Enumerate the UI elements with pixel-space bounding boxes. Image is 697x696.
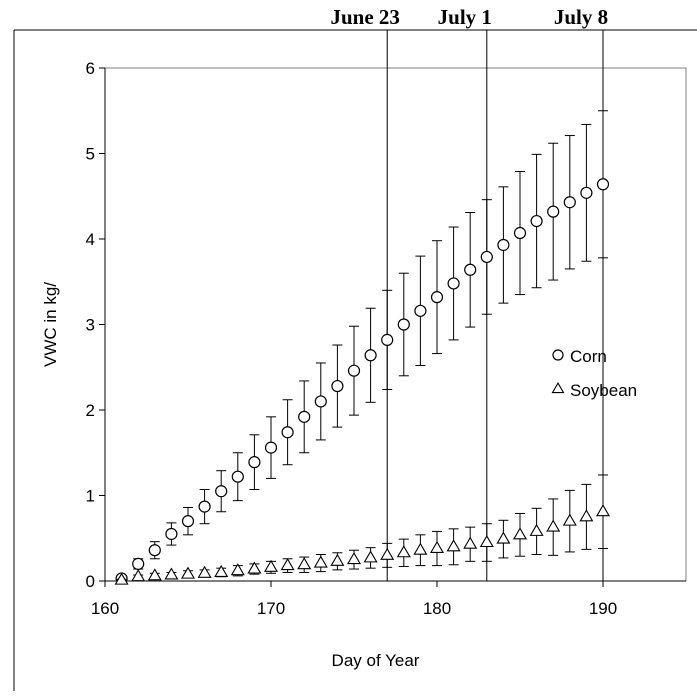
- soybean-point: [147, 568, 162, 581]
- corn-point: [530, 214, 543, 228]
- soybean-point: [180, 566, 196, 579]
- corn-point: [381, 333, 394, 346]
- soybean-point: [214, 564, 229, 577]
- soybean-point: [114, 572, 129, 585]
- y-tick-label: 6: [86, 59, 95, 78]
- soybean-point: [413, 542, 428, 555]
- corn-point: [181, 515, 195, 528]
- soybean-legend-marker: [551, 382, 565, 394]
- corn-point: [497, 238, 510, 252]
- x-axis-title: Day of Year: [332, 651, 420, 670]
- outer-frame: [13, 29, 697, 691]
- soybean-point: [131, 569, 146, 582]
- reference-line-label: July 8: [554, 5, 608, 29]
- x-tick-label: 190: [589, 599, 617, 618]
- y-tick-label: 2: [86, 401, 95, 420]
- corn-point: [132, 557, 145, 571]
- soybean-point: [346, 552, 362, 565]
- reference-line-label: June 23: [330, 5, 399, 29]
- corn-point: [596, 178, 610, 191]
- soybean-point: [297, 557, 312, 570]
- corn-point: [215, 485, 228, 498]
- y-tick-label: 5: [86, 145, 95, 164]
- corn-point: [364, 349, 377, 362]
- corn-point: [281, 426, 294, 439]
- y-tick-label: 3: [86, 316, 95, 335]
- soybean-point: [197, 565, 212, 578]
- corn-point: [314, 395, 327, 408]
- soybean-point: [463, 536, 478, 549]
- soybean-point: [529, 523, 544, 536]
- corn-point: [331, 379, 344, 393]
- corn-point: [397, 318, 410, 331]
- x-tick-label: 160: [91, 599, 119, 618]
- y-axis-title: VWC in kg/: [41, 282, 60, 367]
- corn-point: [264, 441, 278, 454]
- x-tick-label: 180: [423, 599, 451, 618]
- y-tick-label: 0: [86, 572, 95, 591]
- reference-lines: June 23 July 1 July 8: [330, 5, 608, 581]
- corn-point: [165, 527, 178, 541]
- soybean-point: [479, 534, 494, 548]
- soybean-point: [595, 504, 611, 517]
- corn-point: [347, 364, 361, 377]
- soybean-point: [429, 540, 445, 554]
- soybean-point: [546, 519, 561, 532]
- corn-point: [447, 277, 460, 290]
- soybean-legend-label: Soybean: [570, 381, 637, 400]
- soybean-point: [363, 550, 378, 563]
- soybean-point: [313, 555, 328, 568]
- corn-point: [513, 226, 527, 240]
- soybean-point: [247, 561, 262, 574]
- corn-point: [563, 196, 576, 209]
- corn-point: [547, 205, 560, 218]
- data-series: [114, 110, 611, 585]
- corn-point: [430, 291, 444, 304]
- soybean-point: [446, 539, 461, 552]
- soybean-point: [330, 553, 345, 566]
- y-tick-label: 4: [86, 230, 95, 249]
- corn-point: [414, 304, 427, 317]
- y-tick-label: 1: [86, 487, 95, 506]
- legend: Corn Soybean: [551, 347, 637, 400]
- soybean-point: [380, 547, 395, 560]
- soybean-point: [263, 559, 279, 572]
- corn-point: [231, 470, 244, 483]
- soybean-point: [562, 513, 577, 526]
- soybean-point: [496, 531, 511, 544]
- corn-point: [480, 250, 493, 264]
- soybean-point: [512, 527, 528, 540]
- corn-series: [115, 110, 610, 585]
- plot-area: [104, 67, 687, 582]
- corn-point: [464, 263, 477, 276]
- soybean-point: [230, 563, 245, 576]
- corn-point: [248, 456, 261, 469]
- reference-line-label: July 1: [438, 5, 492, 29]
- soybean-point: [164, 567, 179, 580]
- soybean-point: [396, 545, 411, 558]
- soybean-point: [280, 558, 295, 571]
- corn-legend-marker: [552, 349, 564, 361]
- x-tick-label: 170: [257, 599, 285, 618]
- corn-point: [298, 410, 311, 423]
- soybean-point: [579, 509, 594, 522]
- corn-legend-label: Corn: [570, 347, 607, 366]
- axes: 0 1 2 3 4 5 6 160 170 180 190: [86, 59, 686, 618]
- corn-point: [148, 544, 161, 557]
- corn-point: [198, 500, 211, 513]
- corn-point: [580, 186, 593, 199]
- soybean-series: [114, 474, 611, 585]
